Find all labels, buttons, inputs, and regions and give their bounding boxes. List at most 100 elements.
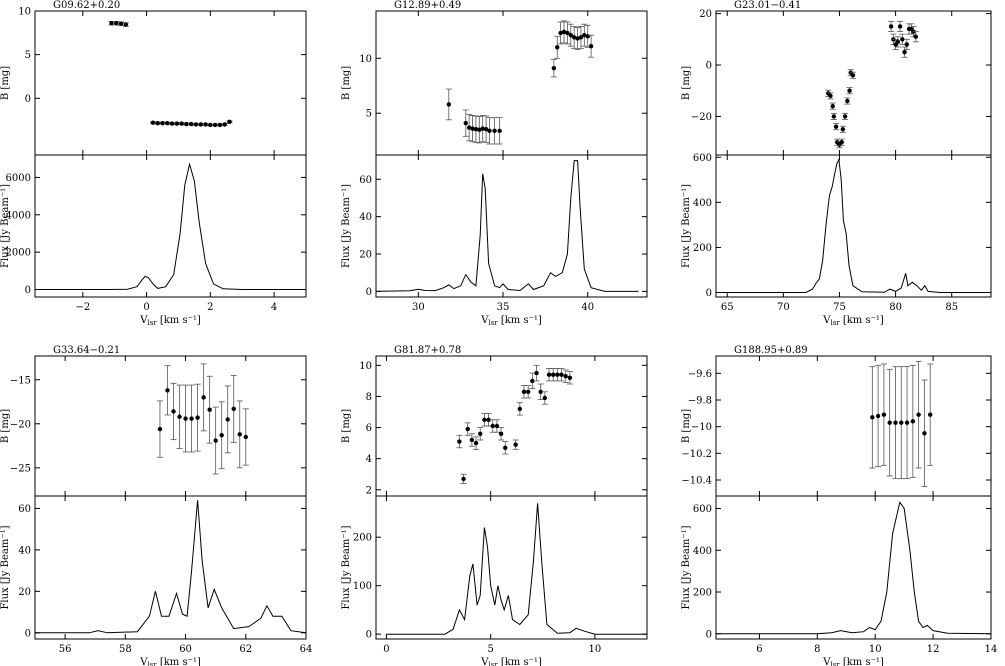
b-data-point bbox=[189, 416, 194, 421]
b-data-point bbox=[900, 37, 905, 42]
b-data-point bbox=[477, 127, 482, 132]
x-axis-label-main: V bbox=[480, 657, 489, 666]
y-tick-label: 200 bbox=[693, 243, 712, 254]
y-tick-label: 6000 bbox=[6, 173, 31, 184]
x-axis-label: Vlsr [km s⁻¹] bbox=[480, 657, 542, 666]
y-tick-label: 20 bbox=[359, 250, 372, 261]
b-data-point bbox=[183, 416, 188, 421]
b-data-point bbox=[177, 414, 182, 419]
b-data-point bbox=[225, 417, 230, 422]
b-data-point bbox=[530, 378, 535, 384]
b-data-point bbox=[503, 445, 508, 450]
chart-panel-2: G12.89+0.49 30 35 40 5 10 0 20 40 60 B [mg] Flux [J… bbox=[341, 0, 648, 327]
b-data-point bbox=[904, 420, 910, 425]
b-data-point bbox=[550, 372, 556, 377]
b-data-point bbox=[555, 45, 560, 50]
flux-spectrum-line bbox=[716, 157, 991, 293]
y-tick-label: 60 bbox=[359, 175, 372, 186]
y-tick-label: 5 bbox=[25, 50, 31, 61]
b-panel-frame bbox=[34, 10, 307, 156]
y-tick-label: 0 bbox=[366, 630, 372, 641]
x-axis-label-main: V bbox=[480, 315, 489, 326]
flux-axis-label: Flux [Jy Beam⁻¹] bbox=[0, 184, 11, 268]
y-tick-label: 600 bbox=[693, 153, 712, 164]
b-axis-label: B [mg] bbox=[341, 66, 352, 100]
b-data-point bbox=[179, 121, 184, 126]
b-data-point bbox=[525, 389, 531, 394]
b-data-point bbox=[212, 122, 218, 128]
y-tick-label: 2000 bbox=[6, 248, 31, 259]
flux-spectrum-line bbox=[35, 500, 307, 634]
b-data-point bbox=[466, 125, 472, 130]
chart-title: G09.62+0.20 bbox=[53, 0, 120, 11]
flux-spectrum-line bbox=[716, 501, 992, 635]
y-tick-label: 6 bbox=[366, 423, 372, 434]
b-data-point bbox=[118, 21, 124, 26]
b-data-point bbox=[201, 395, 206, 400]
b-data-point bbox=[497, 128, 502, 134]
x-tick-label: 75 bbox=[833, 302, 846, 313]
x-tick-label: 4 bbox=[271, 302, 277, 313]
b-data-point bbox=[174, 121, 180, 126]
b-data-point bbox=[165, 388, 170, 393]
chart-title: G188.95+0.89 bbox=[734, 345, 808, 356]
y-tick-label: −20 bbox=[10, 419, 31, 430]
b-data-point bbox=[830, 103, 835, 109]
y-tick-label: 10 bbox=[18, 7, 31, 18]
chart-title: G33.64−0.21 bbox=[53, 345, 120, 356]
x-tick-label: 70 bbox=[777, 302, 790, 313]
x-tick-label: 8 bbox=[814, 644, 820, 655]
b-data-point bbox=[888, 24, 894, 29]
y-tick-label: 20 bbox=[699, 9, 712, 20]
b-data-point bbox=[123, 22, 129, 27]
x-tick-label: 35 bbox=[497, 302, 510, 313]
b-data-point bbox=[222, 122, 227, 127]
b-data-point bbox=[184, 121, 189, 127]
x-axis-label-units: [km s⁻¹] bbox=[840, 315, 884, 326]
b-data-point bbox=[486, 417, 491, 422]
b-data-point bbox=[555, 372, 560, 377]
b-data-point bbox=[480, 126, 485, 131]
b-data-point bbox=[513, 442, 518, 447]
b-data-point bbox=[563, 374, 568, 379]
b-data-point bbox=[565, 30, 570, 36]
b-data-point bbox=[465, 426, 470, 432]
b-axis-label: B [mg] bbox=[0, 409, 11, 443]
flux-panel-frame bbox=[375, 495, 648, 640]
b-data-point bbox=[498, 431, 504, 436]
b-data-point bbox=[461, 476, 466, 482]
y-tick-label: 0 bbox=[25, 94, 31, 105]
b-data-point bbox=[169, 121, 175, 126]
b-data-point bbox=[470, 126, 475, 131]
b-axis-label: B [mg] bbox=[681, 66, 692, 100]
y-tick-label: −25 bbox=[10, 463, 31, 474]
b-data-point bbox=[571, 35, 577, 40]
b-data-point bbox=[469, 437, 475, 443]
x-tick-label: 64 bbox=[300, 644, 313, 655]
b-data-point bbox=[483, 126, 489, 132]
b-axis-label: B [mg] bbox=[681, 409, 692, 443]
flux-axis-label: Flux [Jy Beam⁻¹] bbox=[0, 525, 11, 609]
b-data-point bbox=[558, 30, 563, 36]
y-tick-label: 10 bbox=[359, 361, 372, 372]
b-data-point bbox=[551, 65, 557, 71]
b-data-point bbox=[165, 120, 170, 126]
x-axis-label-sub: lsr bbox=[488, 319, 498, 327]
y-tick-label: 40 bbox=[359, 212, 372, 223]
x-axis-label-sub: lsr bbox=[830, 661, 840, 666]
x-axis-label: Vlsr [km s⁻¹] bbox=[139, 315, 201, 327]
b-data-point bbox=[492, 128, 497, 134]
b-data-point bbox=[521, 389, 527, 394]
x-axis-label-main: V bbox=[822, 657, 831, 666]
b-data-point bbox=[897, 24, 903, 29]
y-tick-label: −9.6 bbox=[688, 369, 712, 380]
x-tick-label: 80 bbox=[889, 302, 902, 313]
b-data-point bbox=[487, 128, 492, 134]
b-data-point bbox=[840, 127, 846, 132]
x-axis-label: Vlsr [km s⁻¹] bbox=[822, 315, 884, 327]
x-tick-label: 10 bbox=[869, 644, 882, 655]
b-axis-label: B [mg] bbox=[341, 409, 352, 443]
